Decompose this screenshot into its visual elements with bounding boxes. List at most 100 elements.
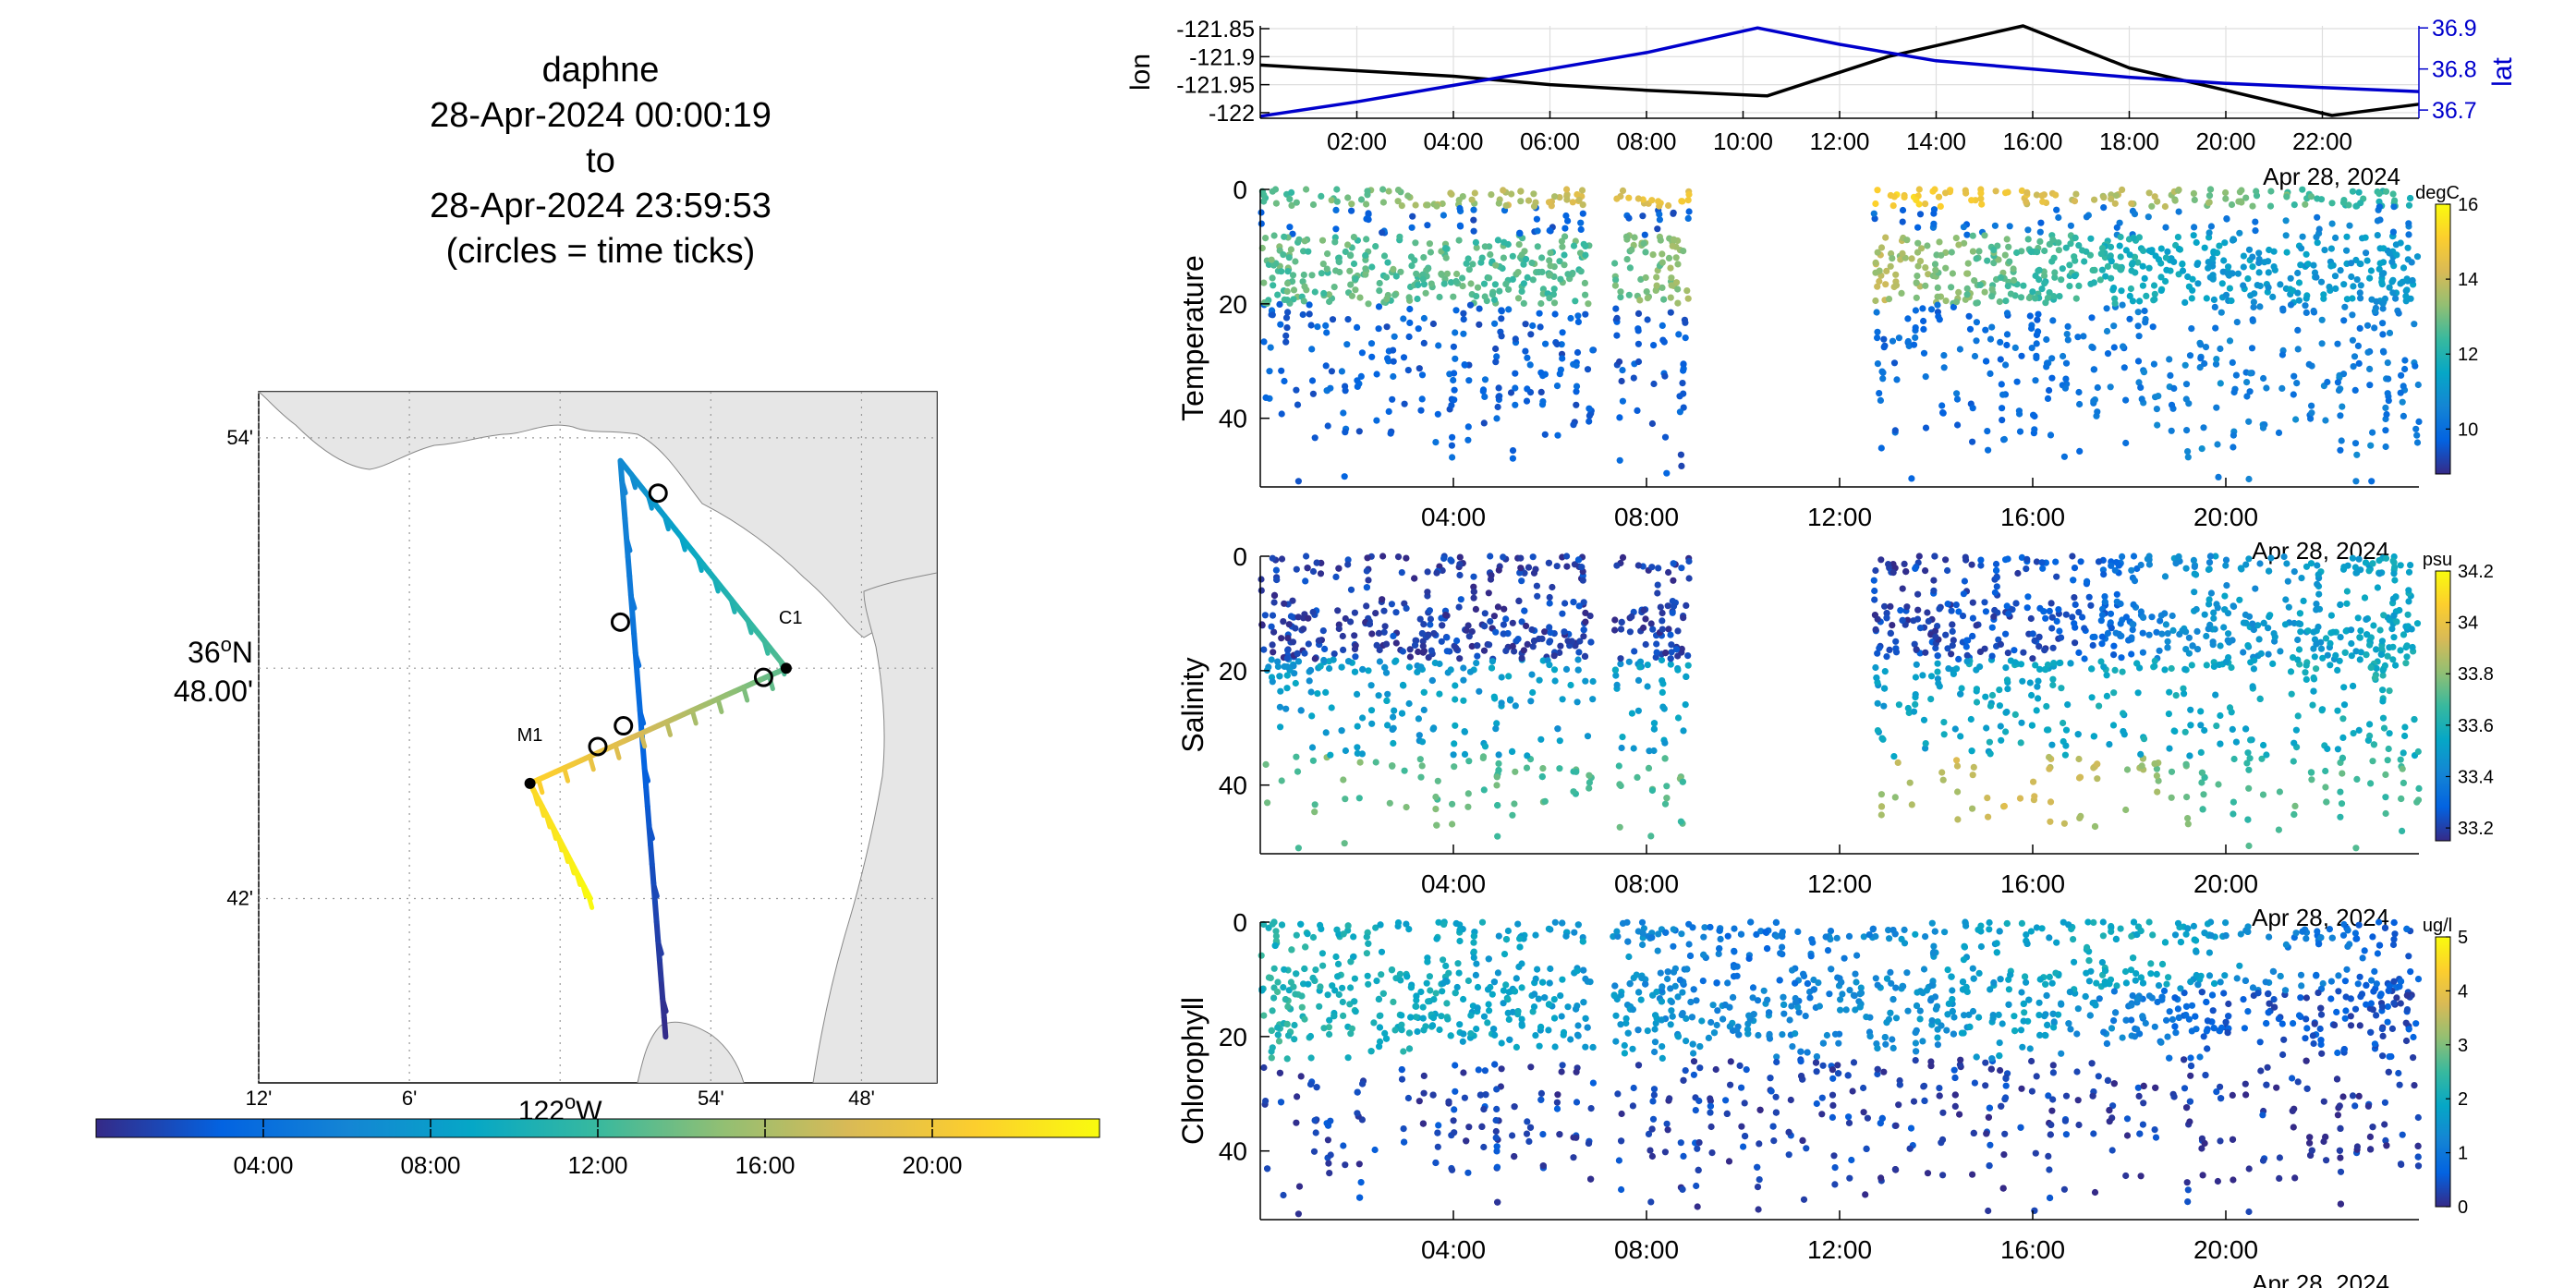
chlorophyll-point	[2119, 1034, 2126, 1041]
temperature-point	[1984, 257, 1991, 264]
temperature-point	[1481, 293, 1488, 300]
chlorophyll-point	[1371, 1146, 1379, 1154]
salinity-point	[2131, 577, 2139, 585]
temperature-point	[2155, 256, 2163, 263]
track-segment	[648, 842, 655, 868]
salinity-point	[1351, 668, 1359, 675]
salinity-point	[2310, 628, 2317, 636]
salinity-point	[1872, 663, 1879, 672]
temperature-point	[1890, 359, 1899, 367]
temperature-point	[2313, 234, 2320, 241]
temperature-point	[2112, 192, 2120, 200]
salinity-point	[2259, 791, 2267, 798]
temperature-point	[1520, 261, 1527, 268]
temperature-point	[1973, 319, 1980, 326]
temperature-point	[1496, 287, 1503, 295]
salinity-point	[1502, 647, 1510, 655]
salinity-point	[2307, 560, 2315, 567]
salinity-point	[2348, 626, 2355, 634]
salinity-point	[2042, 666, 2049, 674]
chlorophyll-point	[1975, 969, 1983, 977]
temperature-point	[1617, 294, 1624, 301]
salinity-point	[2205, 596, 2213, 603]
chlorophyll-point	[1668, 1007, 1675, 1015]
salinity-point	[1661, 755, 1669, 762]
salinity-point	[1615, 762, 1622, 770]
salinity-point	[1659, 677, 1666, 685]
temperature-point	[2308, 402, 2315, 409]
temperature-point	[2415, 418, 2423, 425]
temperature-point	[1653, 273, 1660, 281]
salinity-point	[1559, 610, 1566, 617]
temperature-point	[1582, 251, 1589, 259]
salinity-point	[2075, 609, 2083, 616]
salinity-point	[2334, 666, 2341, 674]
salinity-point	[1625, 658, 1633, 665]
salinity-point	[1399, 648, 1406, 655]
temperature-point	[1260, 279, 1268, 286]
salinity-point	[2391, 564, 2399, 571]
chlorophyll-point	[2319, 979, 2327, 988]
temperature-point	[2175, 208, 2182, 215]
temperature-point	[1512, 335, 1519, 343]
salinity-point	[2069, 614, 2076, 621]
salinity-point	[2029, 655, 2036, 662]
temperature-point	[2368, 478, 2376, 485]
temperature-point	[1415, 325, 1422, 333]
temperature-point	[1650, 342, 1658, 349]
salinity-point	[1663, 783, 1671, 790]
salinity-point	[2400, 631, 2408, 638]
salinity-point	[1678, 565, 1685, 572]
temperature-point	[1648, 419, 1656, 428]
temperature-point	[1385, 407, 1392, 415]
temperature-point	[1992, 188, 1999, 195]
temperature-point	[1889, 202, 1897, 210]
temperature-point	[2283, 249, 2290, 256]
salinity-point	[1468, 627, 1476, 636]
salinity-point	[1916, 625, 1925, 632]
temperature-point	[2111, 299, 2119, 307]
salinity-point	[1541, 797, 1549, 805]
salinity-point	[2129, 626, 2136, 634]
salinity-point	[1441, 612, 1450, 619]
temperature-point	[1280, 251, 1287, 259]
salinity-point	[1518, 577, 1525, 585]
chlorophyll-point	[2275, 1015, 2282, 1023]
chlorophyll-point	[1332, 953, 1340, 961]
temperature-point	[2207, 223, 2215, 230]
salinity-point	[2265, 650, 2272, 658]
lonlat-x-tick-label: 02:00	[1327, 128, 1387, 155]
temperature-point	[1460, 316, 1467, 323]
temperature-point	[2072, 234, 2079, 241]
temperature-point	[1347, 251, 1355, 259]
chlorophyll-point	[2391, 930, 2399, 938]
temperature-point	[2023, 188, 2031, 196]
chlorophyll-point	[2028, 1057, 2035, 1065]
salinity-point	[2120, 728, 2127, 735]
chlorophyll-point	[1756, 1176, 1763, 1184]
salinity-point	[1573, 768, 1580, 775]
temperature-point	[2395, 310, 2402, 317]
salinity-point	[1617, 626, 1625, 633]
temperature-point	[1539, 286, 1547, 293]
salinity-point	[2405, 568, 2413, 576]
temperature-point	[1904, 315, 1912, 322]
chlorophyll-point	[2019, 1043, 2026, 1051]
temperature-point	[2374, 217, 2381, 225]
temperature-point	[1536, 310, 1543, 317]
salinity-point	[2148, 614, 2156, 621]
salinity-point	[2061, 751, 2069, 759]
temperature-point	[1586, 405, 1593, 412]
temperature-point	[1314, 323, 1321, 331]
temperature-point	[1659, 322, 1666, 329]
chlorophyll-point	[1690, 1058, 1698, 1065]
chlorophyll-point	[1960, 956, 1967, 964]
temperature-point	[1352, 275, 1359, 283]
salinity-point	[2161, 666, 2169, 674]
temperature-point	[2335, 386, 2343, 395]
temperature-point	[2376, 203, 2383, 211]
temperature-point	[2155, 393, 2162, 400]
temperature-point	[2128, 200, 2135, 207]
chlorophyll-point	[1708, 1149, 1716, 1157]
temperature-point	[2290, 391, 2297, 398]
